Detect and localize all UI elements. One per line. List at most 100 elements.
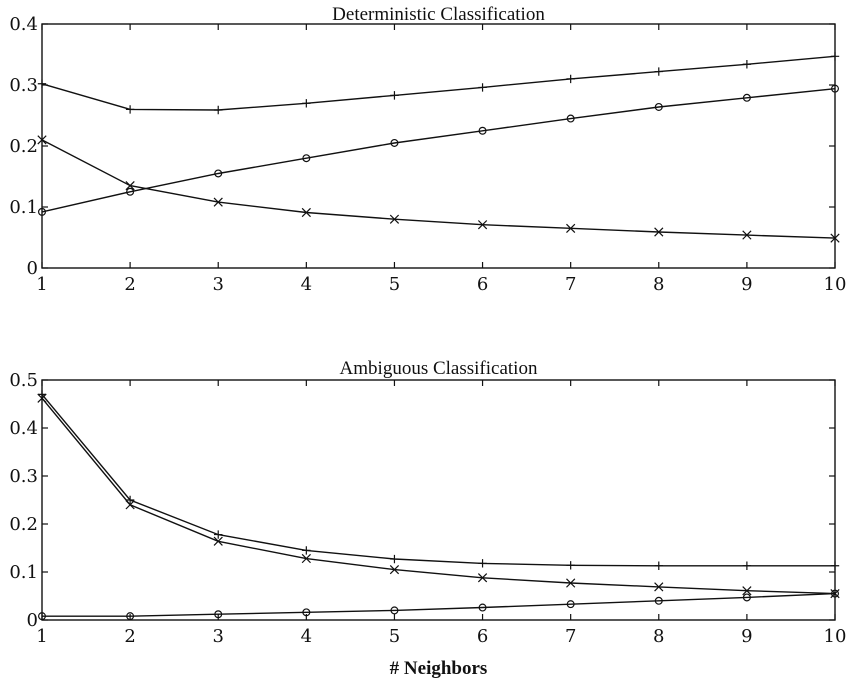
deterministic-series-plus-line xyxy=(41,55,836,111)
deterministic-series-plus-point xyxy=(390,91,399,100)
ambiguous-series-circle-point xyxy=(566,600,575,609)
y-tick-label: 0.5 xyxy=(9,370,38,391)
deterministic-ticks: 1 2 3 4 5 6 7 8 9 10 0 0.1 0.2 0.3 0.4 xyxy=(9,14,846,295)
ambiguous-series-plus-point xyxy=(654,561,663,570)
deterministic-series-circle-point xyxy=(830,84,839,93)
ambiguous-classification-panel: Ambiguous Classification 1 2 3 4 5 6 7 8 9 10 0 0.1… xyxy=(9,358,846,647)
ambiguous-series-plus-line xyxy=(41,393,835,567)
y-tick-label: 0.3 xyxy=(9,466,38,487)
x-tick-label: 7 xyxy=(565,626,576,647)
deterministic-series-plus-point xyxy=(302,99,311,108)
ambiguous-plot-frame xyxy=(41,379,836,621)
x-tick-label: 4 xyxy=(301,626,312,647)
ambiguous-series-plus-point xyxy=(478,559,487,568)
ambiguous-series-circle-point xyxy=(654,596,663,605)
ambiguous-series-x-line xyxy=(41,397,836,595)
x-tick-label: 9 xyxy=(741,274,752,295)
y-tick-label: 0.2 xyxy=(9,514,38,535)
ambiguous-series-plus-point xyxy=(742,561,752,570)
ambiguous-series xyxy=(37,390,840,621)
ambiguous-series-plus-point xyxy=(125,495,135,505)
x-tick-label: 2 xyxy=(124,626,135,647)
deterministic-series-plus-point xyxy=(37,79,47,88)
ambiguous-series-plus-point xyxy=(390,554,399,564)
x-tick-label: 1 xyxy=(36,274,47,295)
ambiguous-series-x-point xyxy=(742,586,752,596)
deterministic-series-x-point xyxy=(477,220,488,230)
ambiguous-series-circle-line xyxy=(42,592,836,617)
ambiguous-ticks: 1 2 3 4 5 6 7 8 9 10 0 0.1 0.2 0.3 0.4 0.5 xyxy=(9,370,846,647)
x-tick-label: 6 xyxy=(477,626,488,647)
x-tick-label: 2 xyxy=(124,274,135,295)
x-axis-label: # Neighbors xyxy=(390,658,488,679)
ambiguous-series-circle-point xyxy=(126,612,135,621)
x-tick-label: 5 xyxy=(389,274,400,295)
x-tick-label: 6 xyxy=(477,274,488,295)
ambiguous-series-x-point xyxy=(213,536,223,546)
x-tick-label: 7 xyxy=(565,274,576,295)
ambiguous-series-circle-point xyxy=(390,606,399,615)
ambiguous-series-circle-point xyxy=(302,608,311,617)
y-tick-label: 0.4 xyxy=(9,14,38,35)
deterministic-series-circle-point xyxy=(302,154,311,163)
deterministic-series-plus-point xyxy=(214,105,223,115)
y-tick-label: 0.1 xyxy=(9,197,38,218)
ambiguous-series-plus-point xyxy=(830,561,840,570)
deterministic-series-plus-point xyxy=(830,52,840,61)
ambiguous-series-circle-point xyxy=(742,593,751,602)
y-tick-label: 0.2 xyxy=(9,136,38,157)
deterministic-classification-panel: Deterministic Classification 1 2 3 4 5 6 7 8 9 10… xyxy=(9,4,846,295)
deterministic-series-circle-line xyxy=(41,88,836,213)
deterministic-series-circle-point xyxy=(478,126,487,135)
deterministic-series-circle-point xyxy=(214,169,223,178)
x-tick-label: 3 xyxy=(212,274,223,295)
ambiguous-series-x-point xyxy=(389,564,400,575)
deterministic-series-x-point xyxy=(566,223,576,233)
deterministic-series-circle-point xyxy=(37,207,46,216)
deterministic-series-plus-point xyxy=(566,74,575,84)
x-tick-label: 8 xyxy=(653,626,664,647)
deterministic-series-x-point xyxy=(654,227,664,237)
ambiguous-series-x-point xyxy=(37,393,47,403)
deterministic-series-x-point xyxy=(37,135,47,145)
ambiguous-series-x-point xyxy=(477,573,488,583)
x-tick-label: 5 xyxy=(389,626,400,647)
x-tick-label: 8 xyxy=(653,274,664,295)
y-tick-label: 0.4 xyxy=(9,418,38,439)
deterministic-chart-title: Deterministic Classification xyxy=(332,4,545,25)
ambiguous-series-x-point xyxy=(301,553,311,564)
ambiguous-series-circle-point xyxy=(214,610,223,619)
x-tick-label: 9 xyxy=(741,626,752,647)
ambiguous-series-x-point xyxy=(125,500,135,510)
deterministic-series-x-point xyxy=(213,197,223,207)
y-tick-label: 0.3 xyxy=(9,75,38,96)
ambiguous-series-plus-point xyxy=(566,561,575,570)
deterministic-series-plus-point xyxy=(125,105,135,114)
deterministic-series-plus-point xyxy=(654,67,663,76)
ambiguous-series-plus-point xyxy=(214,530,223,539)
deterministic-series-plus-point xyxy=(742,60,752,69)
ambiguous-series-plus-point xyxy=(302,546,311,555)
x-tick-label: 4 xyxy=(301,274,312,295)
deterministic-series-x-point xyxy=(742,230,752,240)
ambiguous-series-circle-point xyxy=(478,603,487,612)
deterministic-series xyxy=(37,52,840,243)
deterministic-series-circle-point xyxy=(390,138,399,147)
y-tick-label: 0 xyxy=(27,258,38,279)
x-tick-label: 10 xyxy=(824,274,847,295)
deterministic-plot-frame xyxy=(41,23,836,269)
ambiguous-chart-title: Ambiguous Classification xyxy=(340,358,538,379)
deterministic-series-circle-point xyxy=(654,102,663,111)
y-tick-label: 0.1 xyxy=(9,562,38,583)
ambiguous-series-circle-point xyxy=(37,612,46,621)
deterministic-series-x-point xyxy=(830,233,840,243)
ambiguous-series-circle-point xyxy=(830,589,839,598)
x-tick-label: 10 xyxy=(824,626,847,647)
ambiguous-series-x-point xyxy=(566,578,576,588)
x-tick-label: 3 xyxy=(212,626,223,647)
deterministic-series-plus-point xyxy=(478,83,487,92)
x-tick-label: 1 xyxy=(36,626,47,647)
deterministic-series-x-point xyxy=(301,207,311,218)
ambiguous-series-plus-point xyxy=(37,390,47,399)
